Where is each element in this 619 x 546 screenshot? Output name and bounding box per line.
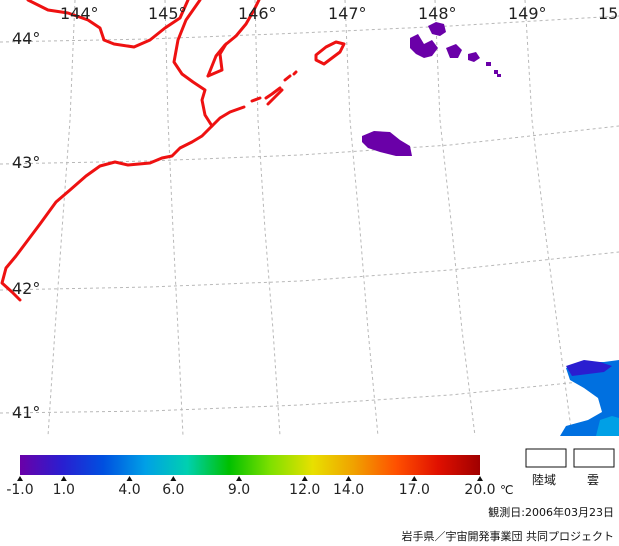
parallel-41 xyxy=(0,377,619,414)
shiretoko-peninsula xyxy=(206,0,261,78)
colorbar-tick-label: 20.0 xyxy=(464,482,495,498)
latitude-labels: 44° 43° 42° 41° xyxy=(12,29,40,422)
parallel-43 xyxy=(0,125,619,165)
lat-label: 44° xyxy=(12,29,40,48)
colorbar-tick-mark xyxy=(17,476,23,481)
colorbar-tick-mark xyxy=(477,476,483,481)
lon-label: 147° xyxy=(328,4,367,23)
meridian-149 xyxy=(524,0,573,437)
colorbar-tick-mark xyxy=(411,476,418,481)
colorbar-tick-mark xyxy=(236,476,243,481)
graticule xyxy=(0,0,619,437)
sst-patch-southeast-core xyxy=(596,416,619,436)
sst-speck-2 xyxy=(494,70,498,74)
colorbar-tick-label: 9.0 xyxy=(228,482,250,498)
observation-date: 観測日:2006年03月23日 xyxy=(488,505,614,519)
colorbar-tick-mark xyxy=(60,476,67,481)
colorbar-ticks: -1.0 1.0 4.0 6.0 9.0 12.0 14.0 17.0 20.0 xyxy=(6,476,496,498)
meridian-146 xyxy=(254,0,281,437)
shikotan-island xyxy=(266,88,284,106)
etorofu-island xyxy=(314,40,346,66)
meridian-144 xyxy=(47,0,76,437)
meridian-148 xyxy=(434,0,476,437)
sst-patch-north-e2 xyxy=(468,52,480,62)
sst-patch-southeast-cold xyxy=(566,360,612,376)
longitude-labels: 144° 145° 146° 147° 148° 149° 15 xyxy=(60,4,618,23)
colorbar xyxy=(20,455,480,475)
lon-label: 15 xyxy=(598,4,618,23)
lat-label: 43° xyxy=(12,153,40,172)
sst-patch-north-e xyxy=(446,44,462,58)
lon-label: 145° xyxy=(148,4,187,23)
land-legend-swatch xyxy=(525,448,567,468)
sst-patch-southeast-warm xyxy=(560,360,619,436)
colorbar-tick-mark xyxy=(345,476,352,481)
colorbar-tick-mark xyxy=(170,476,177,481)
lon-label: 149° xyxy=(508,4,547,23)
parallel-42 xyxy=(0,251,619,291)
cloud-legend-swatch xyxy=(573,448,615,468)
parallel-44 xyxy=(0,15,619,43)
colorbar-tick-label: 4.0 xyxy=(118,482,140,498)
credit-line: 岩手県／宇宙開発事業団 共同プロジェクト xyxy=(402,529,615,543)
kunashiri-island xyxy=(206,42,228,78)
coastline xyxy=(0,0,346,302)
sst-patch-center xyxy=(362,131,412,156)
sst-speck-1 xyxy=(486,62,491,66)
hokkaido-east-coast xyxy=(0,0,214,302)
habomai-islets xyxy=(250,70,298,103)
lon-label: 146° xyxy=(238,4,277,23)
lat-label: 41° xyxy=(12,403,40,422)
sst-speck-3 xyxy=(497,74,501,77)
colorbar-tick-mark xyxy=(301,476,308,481)
lon-label: 148° xyxy=(418,4,457,23)
sst-patches xyxy=(362,22,619,436)
colorbar-unit: ℃ xyxy=(500,483,513,497)
colorbar-tick-label: 14.0 xyxy=(333,482,364,498)
colorbar-tick-label: 12.0 xyxy=(289,482,320,498)
sst-patch-north xyxy=(410,34,438,58)
sst-patch-north-ne xyxy=(428,22,446,36)
colorbar-tick-label: 17.0 xyxy=(399,482,430,498)
cloud-legend-label: 雲 xyxy=(587,473,599,487)
lat-label: 42° xyxy=(12,279,40,298)
colorbar-tick-label: 6.0 xyxy=(162,482,184,498)
colorbar-tick-mark xyxy=(126,476,133,481)
land-legend-label: 陸域 xyxy=(532,473,556,487)
lon-label: 144° xyxy=(60,4,99,23)
nemuro-peninsula xyxy=(210,105,246,128)
meridian-147 xyxy=(344,0,379,437)
colorbar-tick-label: -1.0 xyxy=(6,482,33,498)
meridian-145 xyxy=(164,0,184,437)
colorbar-tick-label: 1.0 xyxy=(53,482,75,498)
hokkaido-north-coast xyxy=(26,0,190,49)
